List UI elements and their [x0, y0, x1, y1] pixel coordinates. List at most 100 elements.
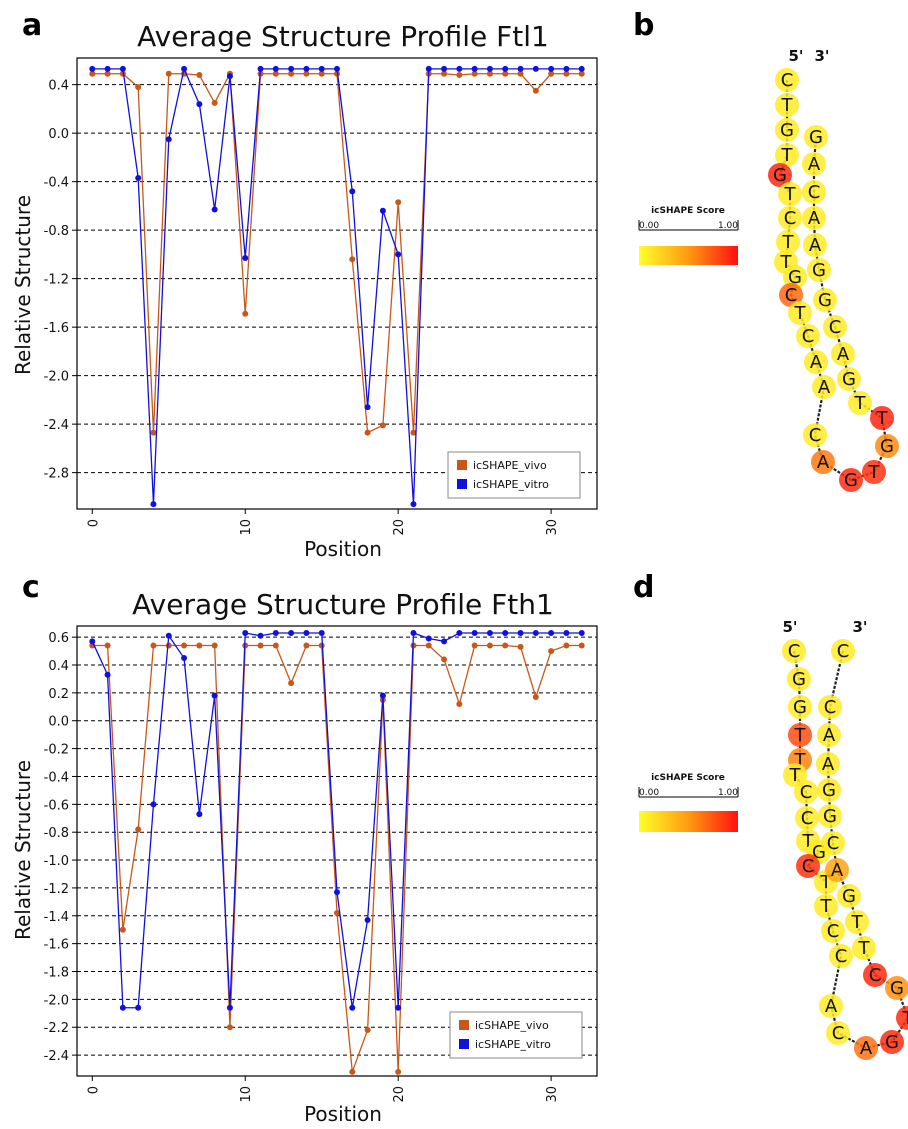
- colorbar-title: icSHAPE Score: [651, 206, 725, 216]
- three-prime-label: 3': [814, 47, 829, 65]
- nucleotide-circle: [803, 233, 827, 257]
- data-point-icSHAPE_vivo: [578, 70, 585, 77]
- data-point-icSHAPE_vitro: [379, 692, 386, 699]
- nucleotide-letter: C: [835, 946, 848, 967]
- nucleotide-circle: [779, 283, 803, 307]
- data-point-icSHAPE_vivo: [395, 199, 402, 206]
- data-point-icSHAPE_vivo: [441, 70, 448, 77]
- legend-box: [449, 1011, 583, 1059]
- data-point-icSHAPE_vivo: [303, 70, 310, 77]
- data-point-icSHAPE_vitro: [135, 175, 142, 182]
- nucleotide-letter: T: [794, 303, 807, 324]
- data-point-icSHAPE_vivo: [165, 70, 172, 77]
- y-tick-label: -2.4: [44, 1049, 69, 1064]
- data-point-icSHAPE_vivo: [395, 1068, 402, 1075]
- y-tick-label: -1.6: [44, 321, 69, 336]
- x-tick-label: 20: [392, 1086, 407, 1103]
- nucleotide-circle: [775, 118, 799, 142]
- y-tick-label: -0.2: [44, 743, 69, 758]
- data-point-icSHAPE_vitro: [303, 65, 310, 72]
- data-point-icSHAPE_vivo: [517, 643, 524, 650]
- data-point-icSHAPE_vivo: [548, 70, 555, 77]
- nucleotide-letter: T: [782, 232, 795, 253]
- data-point-icSHAPE_vitro: [165, 136, 172, 143]
- data-point-icSHAPE_vivo: [410, 429, 417, 436]
- data-point-icSHAPE_vitro: [181, 655, 188, 662]
- data-point-icSHAPE_vivo: [242, 310, 249, 317]
- legend: icSHAPE_vivo icSHAPE_vitro: [447, 451, 581, 499]
- data-point-icSHAPE_vitro: [502, 629, 509, 636]
- data-point-icSHAPE_vitro: [196, 811, 203, 818]
- nucleotide-letter: C: [824, 697, 837, 718]
- legend-label-vivo: icSHAPE_vivo: [473, 459, 547, 472]
- colorbar-gradient: [639, 246, 738, 265]
- legend-swatch-vivo: [457, 460, 467, 470]
- nucleotide-circle: [802, 180, 826, 204]
- data-point-icSHAPE_vitro: [425, 635, 432, 642]
- data-point-icSHAPE_vitro: [410, 629, 417, 636]
- x-tick-label: 10: [239, 1086, 254, 1103]
- data-point-icSHAPE_vivo: [181, 642, 188, 649]
- nucleotide-circle: [880, 1030, 904, 1054]
- data-point-icSHAPE_vitro: [548, 629, 555, 636]
- nucleotide-letter: A: [808, 154, 821, 175]
- nucleotide-circle: [837, 367, 861, 391]
- data-point-icSHAPE_vivo: [349, 256, 356, 263]
- nucleotide-letter: A: [860, 1038, 873, 1059]
- data-point-icSHAPE_vitro: [165, 632, 172, 639]
- nucleotide-circle: [845, 910, 869, 934]
- data-point-icSHAPE_vivo: [150, 642, 157, 649]
- nucleotide-circle: [821, 919, 845, 943]
- data-point-icSHAPE_vitro: [364, 404, 371, 411]
- data-point-icSHAPE_vitro: [532, 629, 539, 636]
- data-point-icSHAPE_vivo: [211, 642, 218, 649]
- nucleotide-circle: [817, 723, 841, 747]
- y-tick-label: -0.8: [44, 826, 69, 841]
- data-point-icSHAPE_vivo: [104, 642, 111, 649]
- data-point-icSHAPE_vivo: [334, 909, 340, 916]
- y-tick-label: -0.8: [44, 224, 69, 239]
- nucleotide-circle: [788, 723, 812, 747]
- x-tick-label: 20: [392, 519, 407, 536]
- nucleotide-letter: A: [823, 725, 836, 746]
- data-point-icSHAPE_vivo: [318, 642, 325, 649]
- data-point-icSHAPE_vivo: [456, 71, 463, 78]
- data-point-icSHAPE_vivo: [89, 70, 96, 77]
- data-point-icSHAPE_vitro: [486, 629, 493, 636]
- data-point-icSHAPE_vivo: [563, 70, 570, 77]
- nucleotide-letter: T: [781, 145, 794, 166]
- nucleotide-circle: [814, 894, 838, 918]
- series-line-icSHAPE_vitro: [91, 632, 582, 1009]
- data-point-icSHAPE_vitro: [135, 1004, 142, 1011]
- series-line-icSHAPE_vivo: [92, 644, 582, 1073]
- y-tick-label: -2.8: [44, 467, 69, 482]
- y-tick-label: 0.4: [48, 659, 69, 674]
- y-tick-label: -0.4: [44, 176, 69, 191]
- data-point-icSHAPE_vivo: [471, 70, 478, 77]
- nucleotide-circle: [788, 301, 812, 325]
- data-point-icSHAPE_vitro: [441, 65, 448, 72]
- panel-letter-a: a: [22, 8, 42, 43]
- y-tick-label: 0.4: [48, 79, 69, 94]
- chart-title: Average Structure Profile Fth1: [132, 588, 554, 621]
- nucleotide-circle: [811, 450, 835, 474]
- data-point-icSHAPE_vivo: [425, 642, 432, 649]
- x-axis-label: Position: [304, 1102, 382, 1126]
- y-axis-label: Relative Structure: [11, 760, 35, 940]
- nucleotide-letter: G: [822, 780, 836, 801]
- y-tick-label: -0.4: [44, 770, 69, 785]
- data-point-icSHAPE_vitro: [196, 101, 203, 108]
- data-point-icSHAPE_vitro: [318, 65, 325, 72]
- data-point-icSHAPE_vitro: [334, 65, 340, 72]
- legend-label-vitro: icSHAPE_vitro: [475, 1038, 551, 1051]
- nucleotide-letter: C: [827, 833, 840, 854]
- panel-letter-c: c: [22, 570, 40, 605]
- nucleotide-letter: C: [832, 1023, 845, 1044]
- data-point-icSHAPE_vivo: [272, 70, 279, 77]
- data-point-icSHAPE_vitro: [456, 65, 463, 72]
- data-point-icSHAPE_vivo: [486, 70, 493, 77]
- data-point-icSHAPE_vivo: [379, 422, 386, 429]
- data-point-icSHAPE_vivo: [257, 642, 264, 649]
- nucleotide-circle: [794, 780, 818, 804]
